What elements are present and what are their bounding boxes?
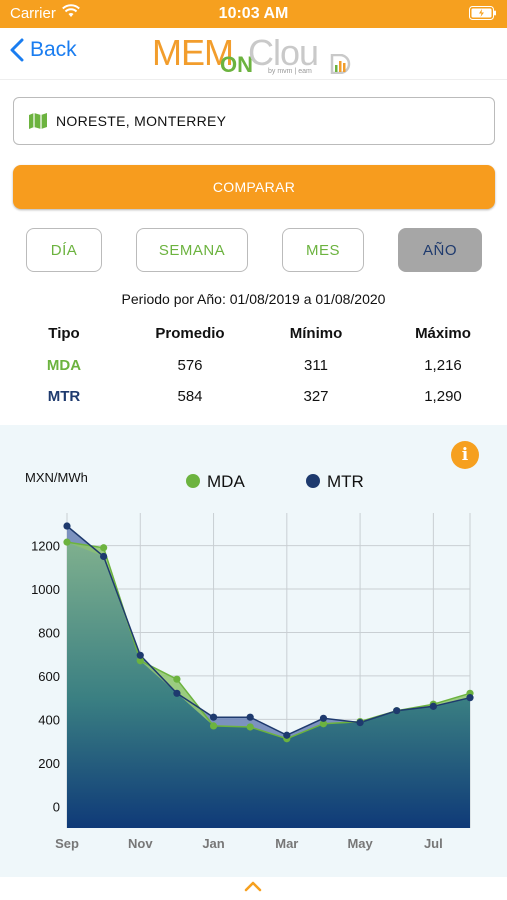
mtr-point [136, 651, 144, 659]
period-range-label: Periodo por Año: 01/08/2019 a 01/08/2020 [121, 291, 386, 307]
header-tipo: Tipo [48, 325, 80, 342]
status-bar: Carrier 10:03 AM [0, 0, 507, 28]
header-promedio: Promedio [155, 325, 225, 342]
legend-mtr-marker [306, 474, 320, 488]
mda-point [100, 544, 108, 552]
x-tick-label: Nov [128, 836, 153, 851]
compare-button[interactable]: COMPARAR [13, 165, 495, 209]
navigation-bar: Back MEM ON Clou by mvm | eam [0, 28, 507, 80]
mtr-point [319, 714, 328, 722]
mtr-point [393, 707, 401, 715]
mda-point [319, 720, 328, 728]
mda-point [173, 675, 181, 683]
row-minimo: 327 [303, 388, 329, 405]
mda-point [246, 723, 254, 731]
mtr-point [246, 713, 254, 721]
mda-point [209, 722, 218, 730]
y-tick-label: 800 [38, 625, 60, 640]
row-tipo: MDA [46, 357, 82, 374]
location-value: NORESTE, MONTERREY [56, 113, 227, 129]
y-tick-label: 1000 [31, 582, 60, 597]
x-tick-label: May [347, 836, 373, 851]
logo-tagline: by mvm | eam [268, 68, 312, 75]
period-year-button[interactable]: AÑO [398, 228, 482, 272]
info-icon[interactable]: i [451, 441, 479, 469]
map-icon [29, 113, 47, 129]
period-week-button[interactable]: SEMANA [136, 228, 248, 272]
stats-row-mda: MDA 576 311 1,216 [0, 357, 507, 379]
wifi-icon [62, 4, 80, 23]
header-maximo: Máximo [415, 325, 471, 342]
chevron-up-icon[interactable] [244, 880, 262, 892]
row-tipo: MTR [47, 388, 81, 405]
back-label: Back [30, 38, 77, 61]
legend-mda-marker [186, 474, 200, 488]
battery-icon [469, 6, 497, 25]
mtr-point [63, 522, 71, 530]
mtr-point [209, 713, 218, 721]
x-tick-label: Jan [202, 836, 224, 851]
x-tick-label: Jul [424, 836, 443, 851]
logo-bars-icon [330, 54, 351, 74]
mtr-point [100, 552, 108, 561]
mtr-point [466, 694, 474, 702]
mtr-point [173, 689, 181, 697]
y-tick-label: 200 [38, 756, 60, 771]
logo-cloud-text: Clou [248, 32, 319, 73]
row-minimo: 311 [304, 357, 328, 374]
mtr-point [283, 731, 291, 739]
x-tick-label: Sep [55, 836, 79, 851]
header-minimo: Mínimo [289, 325, 343, 342]
logo-on-text: ON [220, 52, 253, 77]
mda-point [136, 657, 144, 665]
row-maximo: 1,290 [424, 388, 462, 405]
mtr-point [429, 702, 437, 710]
period-day-button[interactable]: DÍA [26, 228, 102, 272]
back-button[interactable]: Back [10, 38, 77, 62]
mtr-line [66, 525, 471, 737]
y-tick-label: 0 [53, 799, 60, 814]
stats-row-mtr: MTR 584 327 1,290 [0, 388, 507, 410]
chevron-left-icon [10, 38, 24, 62]
legend: MDA MTR [186, 472, 364, 491]
overlap-area [67, 542, 470, 828]
legend-mtr-label: MTR [327, 472, 364, 491]
logo-mem-text: MEM [152, 32, 234, 73]
row-promedio: 576 [177, 357, 203, 374]
x-tick-label: Mar [275, 836, 298, 851]
location-selector[interactable]: NORESTE, MONTERREY [13, 97, 495, 145]
legend-mda-label: MDA [207, 472, 245, 491]
mda-point [63, 538, 71, 546]
carrier-label: Carrier [10, 5, 56, 22]
y-tick-label: 400 [38, 712, 60, 727]
app-logo: MEM ON Clou by mvm | eam [150, 32, 360, 78]
chart-panel: i 0 200 400 600 800 1000 1200 Sep Nov Jan Mar May Ju… [0, 425, 507, 877]
y-axis-label: MXN/MWh [25, 470, 88, 485]
y-tick-label: 600 [38, 669, 60, 684]
stats-header-row: Tipo Promedio Mínimo Máximo [0, 325, 507, 347]
bottom-bar [0, 877, 507, 900]
clock: 10:03 AM [218, 5, 289, 22]
mtr-point [356, 719, 364, 727]
row-maximo: 1,216 [424, 357, 462, 374]
period-month-button[interactable]: MES [282, 228, 364, 272]
y-tick-label: 1200 [31, 539, 60, 554]
row-promedio: 584 [177, 388, 203, 405]
